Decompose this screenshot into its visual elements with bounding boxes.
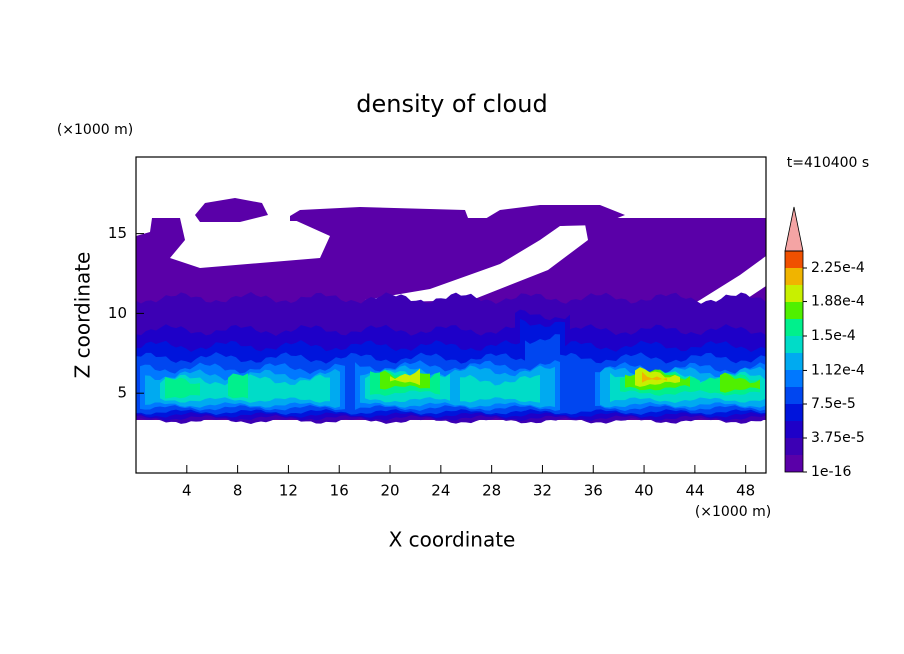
x-tick-label: 4 — [182, 482, 192, 500]
y-tick-label: 10 — [108, 304, 127, 322]
x-tick-label: 32 — [533, 482, 552, 500]
x-tick-label: 24 — [431, 482, 450, 500]
colorbar-band — [785, 353, 803, 370]
contour-region — [460, 374, 540, 403]
y-tick-label: 15 — [108, 224, 127, 242]
contour-region — [290, 207, 468, 221]
x-tick-label: 44 — [685, 482, 704, 500]
colorbar-tick-label: 1e-16 — [811, 464, 851, 480]
x-unit: (×1000 m) — [695, 504, 771, 520]
colorbar-tick-label: 7.5e-5 — [811, 396, 856, 412]
y-axis-label: Z coordinate — [71, 252, 95, 379]
contour-region — [642, 371, 667, 383]
x-tick-label: 36 — [584, 482, 603, 500]
gap — [136, 218, 152, 236]
colorbar-tick-label: 1.12e-4 — [811, 362, 865, 378]
colorbar-band — [785, 285, 803, 302]
colorbar-band — [785, 438, 803, 455]
gap — [170, 218, 330, 268]
x-axis-label: X coordinate — [389, 528, 516, 552]
contour-region — [480, 205, 625, 226]
gap — [365, 224, 588, 302]
contour-region — [620, 220, 766, 236]
colorbar-band — [785, 370, 803, 387]
contour-field — [136, 198, 766, 424]
y-unit: (×1000 m) — [57, 122, 133, 138]
colorbar-band — [785, 387, 803, 404]
colorbar-frame — [784, 250, 804, 473]
plot-frame — [135, 156, 767, 474]
x-tick-label: 16 — [330, 482, 349, 500]
contour-region — [165, 377, 200, 399]
colorbar-tick-label: 3.75e-5 — [811, 430, 865, 446]
colorbar-band — [785, 336, 803, 353]
colorbar-band — [785, 268, 803, 285]
contour-region — [720, 372, 760, 393]
x-tick-label: 48 — [736, 482, 755, 500]
x-tick-label: 12 — [279, 482, 298, 500]
chart-title: density of cloud — [356, 90, 547, 118]
colorbar-band — [785, 404, 803, 421]
colorbar-tick-label: 1.88e-4 — [811, 294, 865, 310]
x-tick-label: 8 — [233, 482, 243, 500]
contour-region — [195, 198, 268, 222]
colorbar-band — [785, 421, 803, 438]
x-tick-label: 28 — [482, 482, 501, 500]
x-tick-label: 20 — [380, 482, 399, 500]
time-label: t=410400 s — [787, 155, 869, 171]
contour-region — [228, 373, 248, 399]
colorbar-band — [785, 251, 803, 268]
colorbar-band — [785, 319, 803, 336]
colorbar-tick-label: 1.5e-4 — [811, 328, 856, 344]
colorbar-band — [785, 302, 803, 319]
x-tick-label: 40 — [635, 482, 654, 500]
contour-region — [390, 368, 420, 386]
y-tick-label: 5 — [117, 384, 127, 402]
colorbar-tick-label: 2.25e-4 — [811, 260, 865, 276]
colorbar-band — [785, 455, 803, 472]
